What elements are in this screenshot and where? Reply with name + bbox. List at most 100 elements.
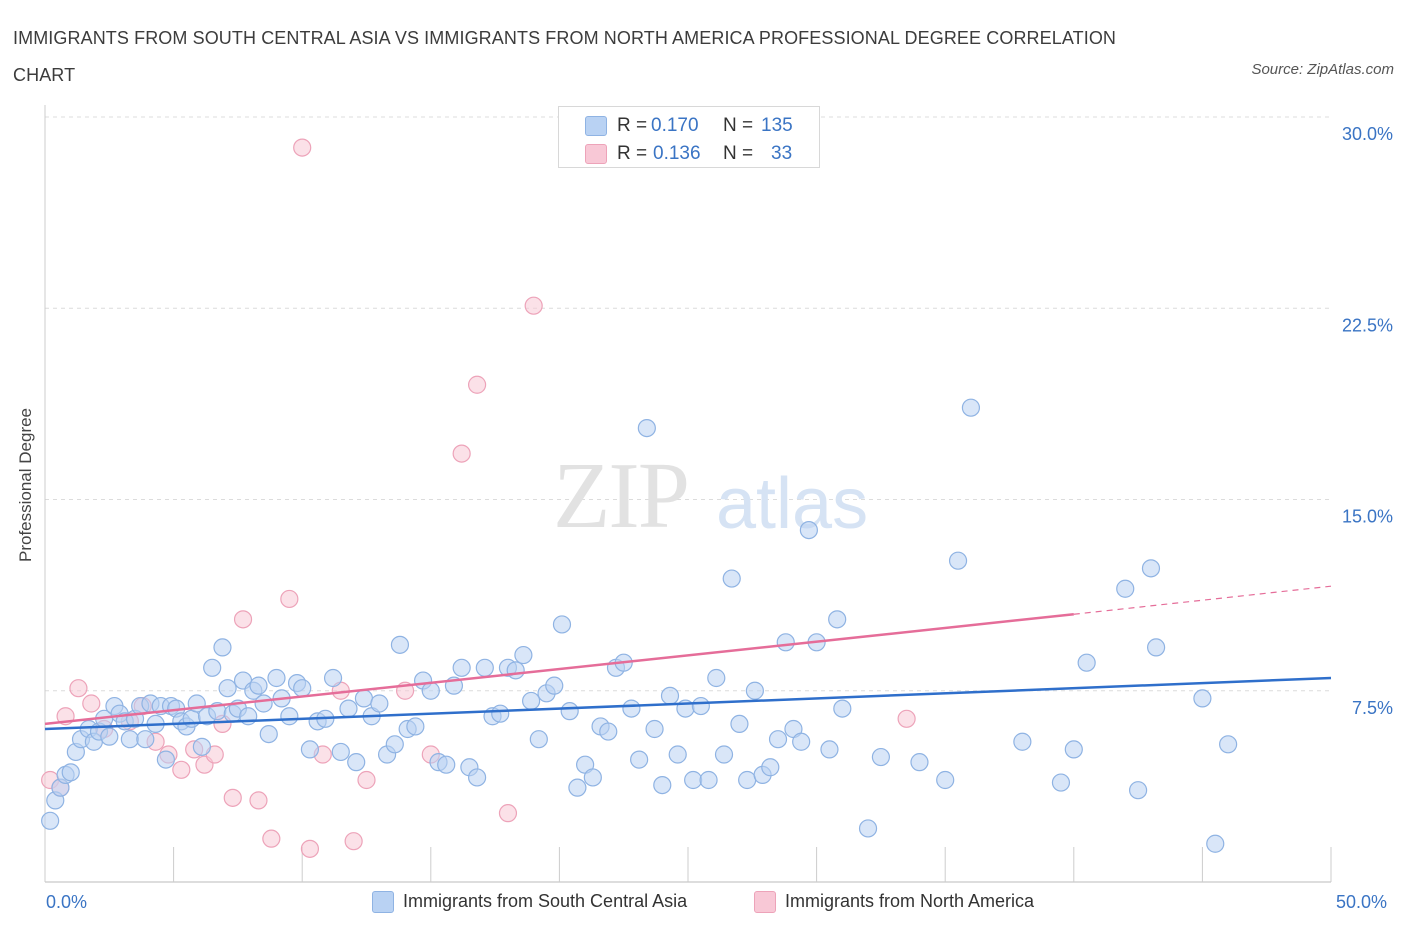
point-south-central-asia bbox=[1147, 638, 1166, 657]
point-south-central-asia bbox=[385, 735, 404, 754]
legend-swatch-pink bbox=[585, 144, 607, 164]
point-south-central-asia bbox=[491, 704, 510, 723]
point-south-central-asia bbox=[833, 699, 852, 718]
point-south-central-asia bbox=[331, 742, 350, 762]
y-tick-label: 30.0% bbox=[1342, 124, 1393, 144]
blue-points bbox=[41, 398, 1238, 853]
point-south-central-asia bbox=[390, 635, 410, 654]
watermark: ZIP atlas bbox=[553, 444, 868, 548]
gridlines bbox=[45, 116, 1331, 692]
point-south-central-asia bbox=[828, 610, 847, 629]
point-north-america bbox=[897, 709, 916, 728]
point-south-central-asia bbox=[691, 696, 710, 716]
bottom-legend-blue: Immigrants from South Central Asia bbox=[372, 888, 732, 916]
point-north-america bbox=[300, 839, 320, 858]
point-south-central-asia bbox=[1219, 735, 1238, 754]
point-south-central-asia bbox=[1206, 834, 1225, 853]
point-south-central-asia bbox=[529, 730, 548, 749]
legend-n-label: N = bbox=[723, 115, 754, 136]
point-south-central-asia bbox=[637, 419, 656, 438]
x-tick-label-min: 0.0% bbox=[46, 892, 88, 912]
point-south-central-asia bbox=[699, 770, 718, 790]
point-north-america bbox=[293, 138, 312, 157]
bottom-legend-label-blue: Immigrants from South Central Asia bbox=[403, 891, 688, 911]
point-south-central-asia bbox=[41, 811, 60, 830]
point-south-central-asia bbox=[280, 707, 299, 726]
point-north-america bbox=[223, 788, 242, 807]
point-south-central-asia bbox=[467, 768, 487, 787]
point-south-central-asia bbox=[910, 753, 929, 772]
point-south-central-asia bbox=[738, 770, 757, 790]
point-south-central-asia bbox=[730, 714, 749, 734]
chart-title: IMMIGRANTS FROM SOUTH CENTRAL ASIA VS IM… bbox=[13, 28, 1117, 85]
point-south-central-asia bbox=[370, 694, 389, 713]
point-south-central-asia bbox=[347, 753, 366, 772]
legend-swatch-blue bbox=[585, 116, 607, 136]
point-north-america bbox=[357, 770, 376, 790]
point-south-central-asia bbox=[858, 819, 878, 838]
point-south-central-asia bbox=[249, 676, 268, 695]
point-south-central-asia bbox=[961, 398, 981, 417]
correlation-legend: R = 0.170 N = 135 R = 0.136 N = 33 bbox=[558, 106, 820, 168]
point-south-central-asia bbox=[136, 730, 155, 749]
chart-source: Source: ZipAtlas.com bbox=[1251, 61, 1394, 78]
point-north-america bbox=[249, 791, 268, 810]
point-south-central-asia bbox=[653, 775, 672, 795]
trend-line-south-central-asia bbox=[44, 676, 1332, 731]
legend-r-value-blue: 0.170 bbox=[651, 115, 699, 136]
bottom-legend-pink: Immigrants from North America bbox=[754, 888, 1084, 916]
point-south-central-asia bbox=[475, 658, 494, 677]
point-south-central-asia bbox=[820, 740, 839, 759]
axes bbox=[44, 105, 1332, 883]
point-south-central-asia bbox=[156, 750, 175, 769]
point-south-central-asia bbox=[354, 689, 374, 708]
point-south-central-asia bbox=[560, 702, 579, 721]
point-south-central-asia bbox=[1064, 740, 1083, 759]
trend-line-north-america bbox=[44, 613, 1074, 726]
point-south-central-asia bbox=[630, 750, 649, 769]
point-south-central-asia bbox=[323, 668, 343, 688]
watermark-atlas: atlas bbox=[716, 464, 868, 544]
legend-r-label: R = bbox=[617, 115, 648, 136]
point-south-central-asia bbox=[218, 679, 237, 698]
point-south-central-asia bbox=[293, 679, 312, 698]
point-south-central-asia bbox=[421, 681, 440, 700]
point-south-central-asia bbox=[948, 551, 968, 570]
point-south-central-asia bbox=[259, 724, 278, 744]
point-north-america bbox=[280, 589, 299, 609]
point-south-central-asia bbox=[599, 722, 618, 741]
bottom-legend-swatch-blue bbox=[372, 891, 394, 913]
point-south-central-asia bbox=[552, 615, 572, 634]
point-south-central-asia bbox=[192, 737, 211, 756]
point-south-central-asia bbox=[768, 730, 788, 749]
point-south-central-asia bbox=[583, 768, 602, 787]
point-north-america bbox=[344, 832, 363, 851]
trend-line-north-america-extension bbox=[1073, 585, 1332, 615]
point-south-central-asia bbox=[1128, 781, 1148, 800]
point-south-central-asia bbox=[1141, 559, 1161, 578]
legend-n-label: N = bbox=[723, 143, 754, 164]
point-south-central-asia bbox=[684, 770, 703, 790]
point-south-central-asia bbox=[660, 686, 680, 705]
point-south-central-asia bbox=[1116, 579, 1135, 598]
trend-lines bbox=[44, 585, 1332, 731]
y-tick-label: 15.0% bbox=[1342, 507, 1393, 527]
point-south-central-asia bbox=[668, 745, 687, 764]
point-south-central-asia bbox=[339, 699, 358, 718]
point-south-central-asia bbox=[761, 758, 780, 777]
bottom-legend-swatch-pink bbox=[754, 891, 776, 913]
y-tick-labels: 7.5% 15.0% 22.5% 30.0% bbox=[1342, 124, 1393, 718]
point-south-central-asia bbox=[1051, 773, 1071, 792]
point-south-central-asia bbox=[568, 778, 587, 797]
point-south-central-asia bbox=[506, 661, 525, 680]
legend-r-label: R = bbox=[617, 143, 648, 164]
watermark-zip: ZIP bbox=[553, 444, 688, 548]
point-north-america bbox=[467, 375, 487, 394]
point-south-central-asia bbox=[545, 676, 564, 695]
point-south-central-asia bbox=[406, 717, 425, 736]
x-tick-label-max: 50.0% bbox=[1336, 892, 1388, 912]
point-south-central-asia bbox=[120, 730, 139, 749]
y-tick-label: 7.5% bbox=[1352, 698, 1393, 718]
point-south-central-asia bbox=[213, 638, 232, 657]
